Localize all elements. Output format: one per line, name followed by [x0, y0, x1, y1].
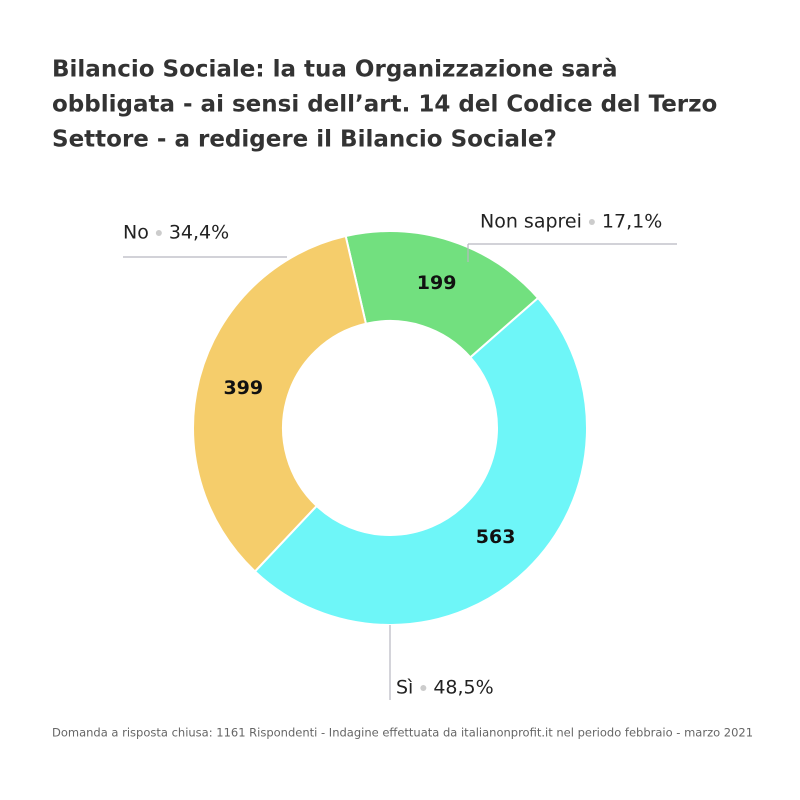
separator-dot — [588, 219, 595, 225]
data-label: 563 — [476, 526, 516, 548]
data-label: 199 — [417, 272, 457, 294]
separator-dot — [420, 685, 427, 691]
data-label: 399 — [223, 377, 263, 399]
donut-slice — [344, 230, 540, 359]
footnote: Domanda a risposta chiusa: 1161 Risponde… — [52, 726, 753, 740]
percent-label: 48,5% — [433, 677, 493, 699]
chart-title: obbligata - ai sensi dell’art. 14 del Co… — [52, 92, 717, 118]
category-label: No — [123, 222, 149, 244]
chart-title: Settore - a redigere il Bilancio Sociale… — [52, 127, 557, 153]
separator-dot — [155, 230, 162, 236]
category-label: Sì — [396, 677, 413, 699]
category-label: Non saprei — [480, 211, 582, 233]
donut-slice — [253, 296, 588, 626]
chart-title: Bilancio Sociale: la tua Organizzazione … — [52, 57, 617, 83]
percent-label: 34,4% — [169, 222, 229, 244]
percent-label: 17,1% — [602, 211, 662, 233]
donut-slice — [192, 234, 368, 573]
